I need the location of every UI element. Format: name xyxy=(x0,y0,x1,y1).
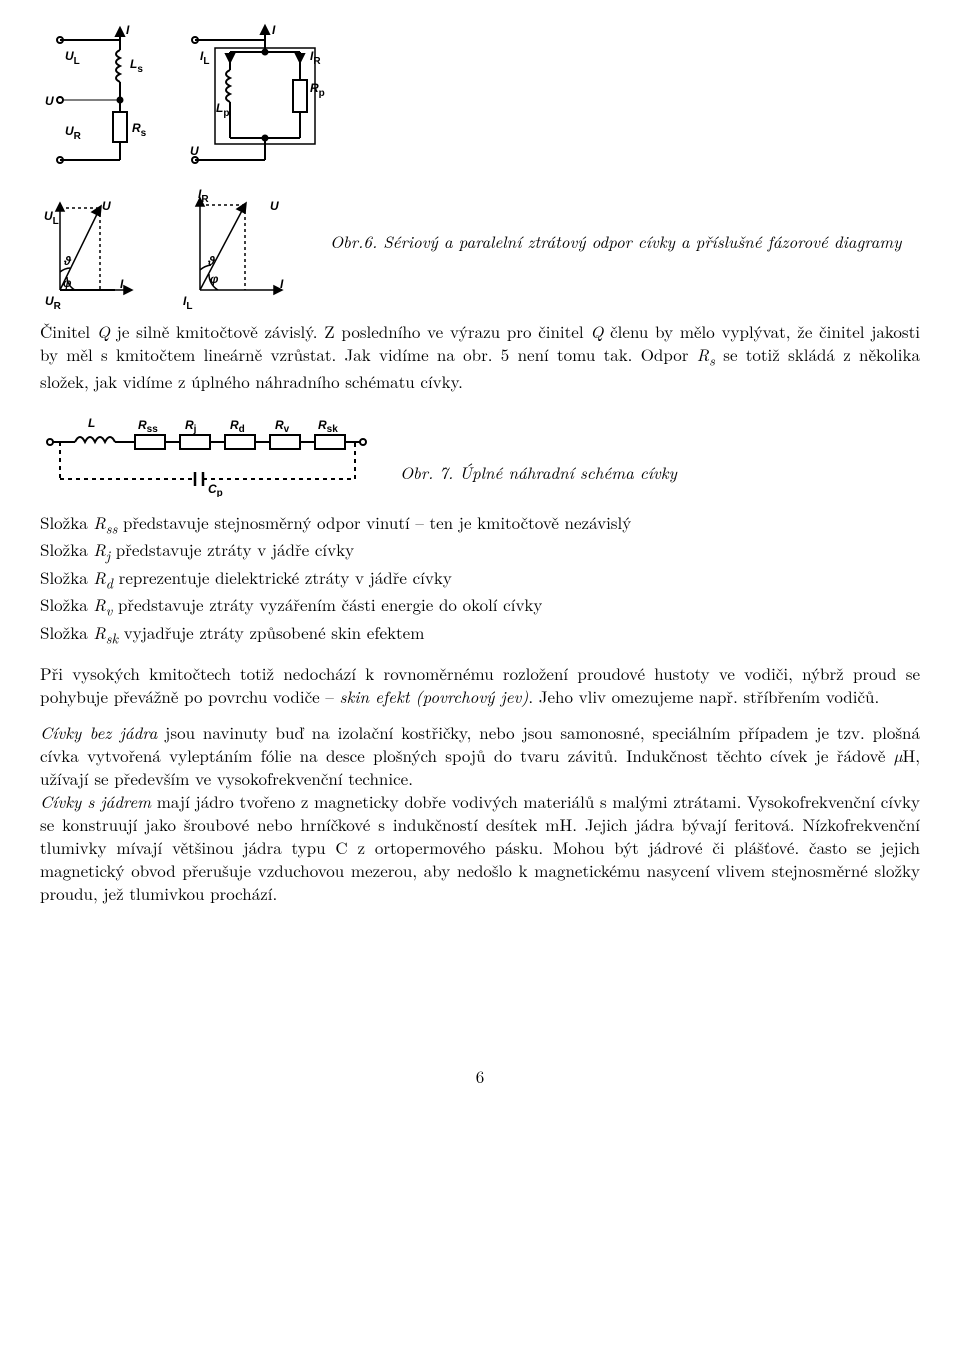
svg-text:UL: UL xyxy=(65,49,80,67)
paragraph-q-factor: Činitel Q je silně kmitočtově závislý. Z… xyxy=(40,320,920,393)
svg-text:IL: IL xyxy=(183,294,192,310)
svg-text:IL: IL xyxy=(200,49,209,67)
svg-text:Rs: Rs xyxy=(132,121,147,139)
figure-6-caption: Obr.6. Sériový a paralelní ztrátový odpo… xyxy=(330,180,920,253)
svg-text:Rp: Rp xyxy=(310,81,325,99)
figure-6-phasors-row: UL UR U I ϑ φ IR IL I U φ xyxy=(40,180,920,310)
svg-text:ϑ: ϑ xyxy=(63,254,72,268)
svg-text:Rsk: Rsk xyxy=(318,418,338,435)
svg-text:φ: φ xyxy=(63,276,72,290)
svg-text:U: U xyxy=(270,199,279,213)
svg-text:L: L xyxy=(88,416,95,430)
component-list: Složka Rss představuje stejnosměrný odpo… xyxy=(40,511,920,649)
svg-text:ϑ: ϑ xyxy=(207,254,216,268)
page-number: 6 xyxy=(40,1065,920,1088)
figure-7-schematic: L Rss Rj Rd Rv Rsk Cp xyxy=(40,407,370,497)
component-rj: Složka Rj představuje ztráty v jádře cív… xyxy=(40,538,920,566)
svg-text:I: I xyxy=(126,23,130,37)
figure-7-caption: Obr. 7. Úplné náhradní schéma cívky xyxy=(400,421,920,484)
svg-text:UR: UR xyxy=(65,124,82,142)
svg-text:Rv: Rv xyxy=(275,418,290,435)
figure-7-row: L Rss Rj Rd Rv Rsk Cp Obr. 7. Úplné náhr… xyxy=(40,407,920,497)
svg-text:U: U xyxy=(102,199,111,213)
svg-text:Rd: Rd xyxy=(230,418,245,435)
svg-text:Ls: Ls xyxy=(130,57,143,75)
svg-text:UR: UR xyxy=(45,294,62,310)
svg-text:Lp: Lp xyxy=(216,101,229,119)
component-rsk: Složka Rsk vyjadřuje ztráty způsobené sk… xyxy=(40,621,920,649)
svg-text:φ: φ xyxy=(210,272,219,286)
svg-text:U: U xyxy=(190,144,199,158)
figure-6-circuits: U UL UR Ls Rs I U IL IR Lp Rp xyxy=(40,20,920,180)
svg-text:Rj: Rj xyxy=(185,418,197,435)
paragraph-coreless-coils: Cívky bez jádra jsou navinuty buď na izo… xyxy=(40,721,920,905)
svg-text:I: I xyxy=(280,277,284,291)
svg-text:Rss: Rss xyxy=(138,418,158,435)
svg-text:U: U xyxy=(45,94,54,108)
svg-text:Cp: Cp xyxy=(208,482,223,497)
paragraph-skin-effect: Při vysokých kmitočtech totiž nedochází … xyxy=(40,662,920,708)
svg-text:I: I xyxy=(272,23,276,37)
component-rss: Složka Rss představuje stejnosměrný odpo… xyxy=(40,511,920,539)
component-rd: Složka Rd reprezentuje dielektrické ztrá… xyxy=(40,566,920,594)
figure-6-phasor-diagrams: UL UR U I ϑ φ IR IL I U φ xyxy=(40,180,300,310)
component-rv: Složka Rv představuje ztráty vyzářením č… xyxy=(40,593,920,621)
